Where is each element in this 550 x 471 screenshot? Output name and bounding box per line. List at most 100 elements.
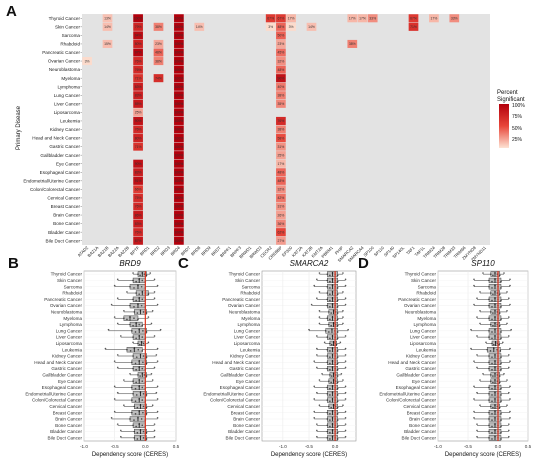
box-point xyxy=(139,404,142,407)
box-point xyxy=(331,354,334,356)
box-point xyxy=(131,386,133,389)
heatmap-cell-value: 76% xyxy=(135,205,142,209)
box-point xyxy=(336,280,339,283)
heatmap-column-label: BPTF xyxy=(129,245,140,256)
heatmap-cell xyxy=(276,65,286,74)
box-point xyxy=(129,285,131,288)
box-category-label: Myeloma xyxy=(417,316,436,321)
box-point xyxy=(123,404,125,407)
box-point xyxy=(129,350,132,352)
box-point xyxy=(138,398,140,400)
box-point xyxy=(326,355,329,357)
panel-letter-c: C xyxy=(178,255,189,272)
heatmap-row-label: Skin Cancer xyxy=(55,24,80,29)
heatmap-row-labels: Thyroid Cancer Skin Cancer Sarcoma Rhabdoid… xyxy=(23,16,82,243)
heatmap-row-label: Kidney Cancer xyxy=(50,127,81,132)
box-x-axis-label: Dependency score (CERES) xyxy=(92,452,168,458)
box-point xyxy=(494,354,496,356)
heatmap-row-label: Ovarian Cancer xyxy=(48,59,81,64)
heatmap-cell xyxy=(133,82,143,91)
box-point xyxy=(328,311,330,313)
heatmap-column-label: PHIP xyxy=(334,245,345,256)
box-point xyxy=(150,322,153,325)
heatmap-row-label: Myeloma xyxy=(61,76,80,81)
heatmap-cell xyxy=(153,74,164,83)
box-point xyxy=(141,298,144,301)
box-point xyxy=(137,374,139,376)
box-point xyxy=(479,291,481,293)
heatmap-cell-value: 58% xyxy=(278,136,285,140)
box-point xyxy=(494,341,497,344)
box-category-label: Breast Cancer xyxy=(53,410,83,415)
box-point xyxy=(156,410,159,413)
box-category-label: Skin Cancer xyxy=(411,278,436,283)
box-point xyxy=(139,391,142,394)
box-point xyxy=(470,328,472,331)
box-point xyxy=(488,424,490,427)
box-point xyxy=(500,438,502,440)
heatmap-cell xyxy=(153,57,164,66)
box-point xyxy=(316,366,318,369)
box-point xyxy=(135,394,138,396)
heatmap-cell xyxy=(276,228,286,237)
box-point xyxy=(494,366,496,369)
heatmap-cell xyxy=(133,228,143,237)
heatmap-cell xyxy=(133,116,143,125)
box-point xyxy=(318,322,321,325)
box-point xyxy=(499,274,501,277)
box-point xyxy=(156,398,159,400)
box-category-label: Thyroid Cancer xyxy=(405,272,437,277)
box-point xyxy=(476,391,478,394)
box-point xyxy=(329,387,331,390)
box-point xyxy=(344,366,347,369)
box-point xyxy=(330,312,332,314)
legend-title-line2: Significant xyxy=(497,97,525,103)
box-point xyxy=(331,278,334,281)
box-point xyxy=(342,272,344,274)
heatmap-row-label: Colon/Colorectal Cancer xyxy=(30,187,81,192)
box-point xyxy=(500,413,502,415)
box-point xyxy=(473,360,475,362)
heatmap-cell xyxy=(276,48,286,57)
box-point xyxy=(313,410,316,413)
heatmap-cell-value: 100% xyxy=(175,85,184,89)
heatmap-cell xyxy=(174,99,184,108)
box-point xyxy=(329,299,331,302)
box-category-label: Brain Cancer xyxy=(409,417,436,422)
heatmap-cell xyxy=(133,236,143,245)
heatmap-cell xyxy=(174,57,184,66)
box-point xyxy=(137,303,139,306)
box-point xyxy=(331,398,334,400)
heatmap-cell-value: 83% xyxy=(135,93,142,97)
box-x-tick-label: -1.0 xyxy=(279,444,287,449)
heatmap-cell-value: 27% xyxy=(278,239,285,243)
box-point xyxy=(336,375,339,377)
heatmap-cell-value: 71% xyxy=(135,145,142,149)
box-point xyxy=(494,291,496,293)
box-point xyxy=(145,413,148,415)
box-point xyxy=(500,394,502,396)
box-point xyxy=(138,293,140,295)
box-point xyxy=(492,293,494,295)
heatmap-cell xyxy=(276,202,286,211)
box-point xyxy=(113,385,116,388)
heatmap-row-label: Thyroid Cancer xyxy=(49,16,81,21)
box-point xyxy=(509,347,511,350)
box-x-tick-label: 0.5 xyxy=(173,444,180,449)
box-point xyxy=(344,435,347,438)
box-point xyxy=(133,317,135,320)
heatmap-cell-value: 83% xyxy=(135,170,142,174)
box-point xyxy=(488,330,490,332)
box-point xyxy=(488,317,490,320)
box-point xyxy=(137,284,139,287)
box-point xyxy=(141,367,144,370)
heatmap-row-label: Gastric Cancer xyxy=(49,144,80,149)
box-point xyxy=(331,410,334,413)
box-panel-title: SP110 xyxy=(471,259,495,268)
heatmap-row-label: Pancreatic Cancer xyxy=(42,50,80,55)
box-point xyxy=(329,287,331,289)
heatmap-cell xyxy=(276,116,286,125)
box-point xyxy=(141,272,144,274)
